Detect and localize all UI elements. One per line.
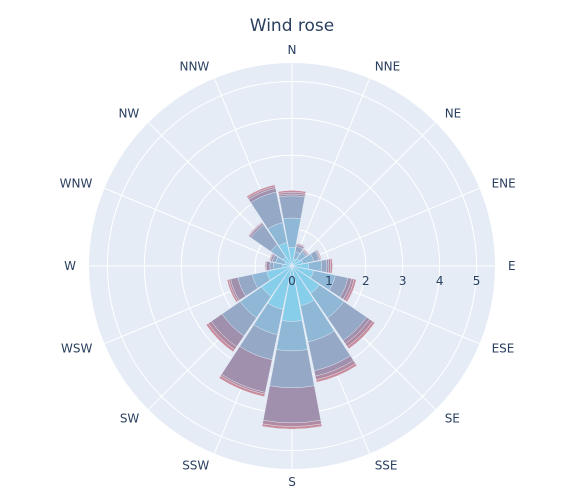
grid-spoke-wnw: [104, 187, 293, 267]
radial-tick-1: 1: [325, 274, 333, 288]
bar-s1-ese: [291, 265, 314, 279]
direction-label-e: E: [508, 259, 516, 273]
direction-label-sse: SSE: [375, 459, 398, 473]
grid-spoke-ene: [291, 187, 480, 267]
bar-s1-ssw: [267, 265, 293, 310]
direction-label-w: W: [64, 259, 76, 273]
bar-s1-sse: [291, 265, 315, 307]
chart-title: Wind rose: [250, 16, 334, 36]
bar-s1-se: [291, 265, 320, 294]
direction-label-ne: NE: [445, 106, 462, 120]
bar-s1-wsw: [266, 265, 293, 281]
radial-tick-4: 4: [436, 274, 444, 288]
grid-spoke-nne: [291, 78, 371, 267]
direction-label-se: SE: [445, 412, 460, 426]
direction-labels: N NNE NE ENE E ESE SE SSE S SSW SW WSW W WNW NW NNW: [60, 43, 516, 489]
direction-label-ene: ENE: [492, 176, 516, 190]
bar-s1-nw: [282, 256, 293, 267]
radial-tick-labels: 0 1 2 3 4 5: [288, 274, 480, 288]
direction-label-n: N: [288, 43, 297, 57]
bar-s1-e: [291, 262, 309, 270]
bars-group: [205, 184, 376, 430]
bar-s1-w: [282, 264, 293, 268]
direction-label-nnw: NNW: [179, 59, 209, 73]
bar-s1-s: [281, 265, 303, 322]
grid-spoke-ne: [291, 122, 436, 267]
radial-tick-5: 5: [473, 274, 481, 288]
direction-label-nne: NNE: [375, 59, 401, 73]
bar-s1-nnw: [278, 242, 293, 267]
radial-tick-3: 3: [399, 274, 407, 288]
bar-s2-n: [282, 217, 302, 267]
direction-label-ssw: SSW: [182, 459, 209, 473]
radial-tick-0: 0: [288, 274, 296, 288]
bar-s1-ene: [291, 259, 304, 267]
direction-label-wsw: WSW: [61, 342, 92, 356]
direction-label-wnw: WNW: [60, 176, 93, 190]
bar-s1-sw: [261, 265, 293, 297]
bar-s1-n: [288, 247, 296, 267]
direction-label-nw: NW: [118, 106, 139, 120]
radial-tick-2: 2: [362, 274, 370, 288]
direction-label-s: S: [288, 475, 296, 489]
direction-label-ese: ESE: [492, 342, 515, 356]
direction-label-sw: SW: [120, 412, 140, 426]
